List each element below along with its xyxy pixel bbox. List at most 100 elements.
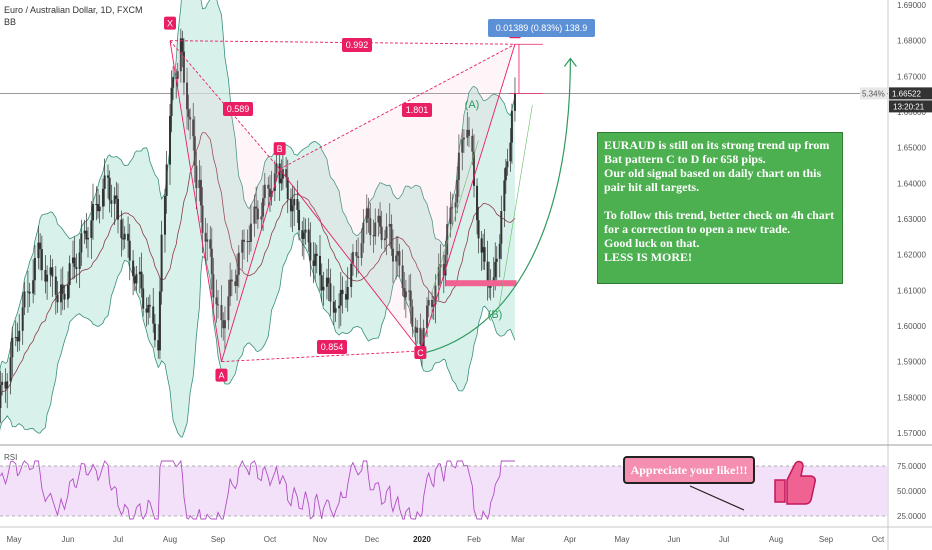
candle-body: [181, 38, 184, 52]
candle-body: [113, 195, 116, 204]
candle-body: [286, 177, 289, 200]
candle-body: [189, 117, 192, 120]
rsi-line: [0, 459, 515, 521]
candle-body: [327, 277, 330, 284]
candle-body: [21, 307, 24, 331]
ratio-ac: 0.854: [321, 342, 344, 352]
x-tick-label: Jul: [719, 535, 729, 544]
candle-body: [432, 304, 435, 307]
candle-body: [275, 163, 278, 174]
y-tick-label: 1.62000: [897, 251, 926, 260]
candle-body: [360, 243, 363, 258]
x-tick-label: Dec: [365, 535, 379, 544]
candle-body: [138, 271, 141, 275]
candle-body: [446, 224, 449, 255]
candle-body: [325, 277, 328, 287]
candle-body: [110, 200, 113, 204]
candle-body: [157, 340, 160, 351]
candle-body: [14, 336, 17, 338]
candle-body: [217, 304, 219, 306]
candle-body: [18, 330, 21, 342]
rsi-tick-label: 75.0000: [897, 462, 926, 471]
candle-body: [210, 248, 213, 275]
candle-body: [322, 286, 325, 291]
callout-pointer: [689, 485, 745, 511]
candle-body: [401, 265, 404, 289]
candle-body: [107, 175, 109, 178]
swing-label-a: (A): [465, 99, 480, 111]
candle-body: [466, 129, 469, 138]
candle-body: [451, 207, 454, 209]
basis-line: [0, 132, 516, 402]
candle-body: [227, 296, 230, 321]
candle-body: [312, 260, 315, 266]
candle-body: [404, 291, 407, 298]
candle-body: [249, 223, 252, 242]
candle-body: [334, 308, 337, 313]
candle-body: [237, 252, 240, 275]
candle-body: [16, 336, 19, 342]
candle-body: [199, 179, 202, 206]
candle-body: [476, 185, 479, 221]
candle-body: [307, 229, 310, 243]
candle-body: [503, 180, 506, 212]
time-axis: May Jun Jul Aug Sep Oct Nov Dec 2020 Feb Mar Apr May…: [6, 535, 885, 544]
arrow-head: [563, 57, 577, 67]
candle-body: [298, 209, 301, 231]
leg-cd: [419, 44, 516, 352]
candle-body: [442, 263, 445, 276]
candle-body: [158, 291, 161, 351]
candle-body: [357, 256, 360, 258]
y-tick-label: 1.65000: [897, 144, 926, 153]
candle-body: [78, 252, 81, 269]
candle-body: [391, 248, 394, 262]
candle-body: [388, 223, 391, 227]
candle-body: [504, 167, 507, 181]
candle-body: [33, 258, 36, 281]
current-price-label: 1.66522: [892, 89, 921, 98]
candle-body: [133, 276, 136, 284]
candle-body: [179, 38, 182, 72]
candle-body: [39, 242, 42, 250]
candle-body: [152, 306, 155, 324]
candle-body: [461, 139, 464, 153]
candle-body: [483, 247, 486, 262]
candle-body: [220, 304, 223, 321]
candle-body: [332, 301, 335, 313]
note-line: Bat pattern C to D for 658 pips.: [604, 152, 766, 166]
candle-body: [85, 230, 88, 240]
x-tick-label: Jun: [62, 535, 75, 544]
candle-body: [338, 305, 341, 309]
candle-body: [355, 252, 358, 257]
ratio-xd: 0.992: [346, 40, 369, 50]
candle-body: [75, 266, 78, 269]
y-tick-label: 1.57000: [897, 429, 926, 438]
price-tag: [889, 87, 932, 100]
candle-body: [32, 280, 35, 294]
candle-body: [46, 274, 49, 282]
candle-body: [195, 165, 198, 189]
candle-body: [122, 238, 125, 240]
candle-body: [87, 237, 89, 240]
candle-body: [176, 71, 179, 79]
candle-body: [61, 284, 64, 294]
candle-body: [165, 164, 168, 197]
candle-body: [351, 252, 354, 264]
candle-body: [296, 199, 299, 210]
y-tick-label: 1.66000: [897, 108, 926, 117]
candle-body: [67, 284, 69, 300]
candle-body: [215, 297, 218, 305]
candlestick-series: [0, 28, 516, 424]
x-tick-label: Aug: [769, 535, 783, 544]
symbol-title: Euro / Australian Dollar, 1D, FXCM: [4, 5, 143, 15]
candle-body: [477, 220, 480, 239]
candle-body: [23, 291, 26, 308]
candle-body: [390, 223, 393, 249]
candle-body: [140, 271, 143, 289]
chart-header: Euro / Australian Dollar, 1D, FXCM BB: [4, 4, 143, 28]
candle-body: [494, 261, 497, 278]
candle-body: [103, 175, 106, 189]
x-tick-label: Feb: [467, 535, 481, 544]
candle-body: [444, 254, 447, 276]
candle-body: [374, 222, 377, 237]
